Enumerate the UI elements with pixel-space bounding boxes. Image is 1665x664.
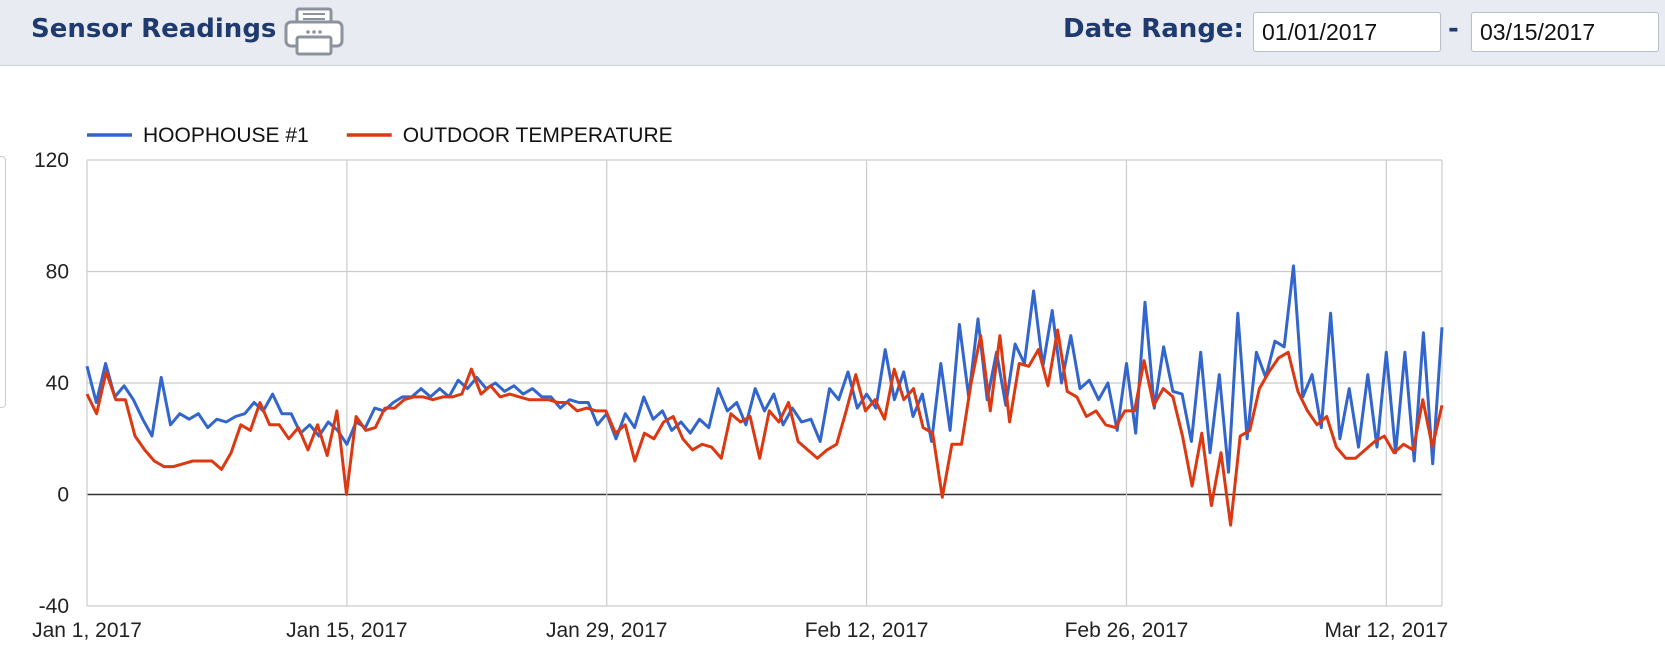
chart-legend: HOOPHOUSE #1 OUTDOOR TEMPERATURE xyxy=(87,124,673,147)
x-tick-label: Mar 12, 2017 xyxy=(1324,619,1448,642)
series-line-2 xyxy=(85,328,1444,527)
date-separator: - xyxy=(1448,14,1459,44)
grid-lines xyxy=(86,159,1443,607)
page-title: Sensor Readings xyxy=(31,14,277,44)
y-tick-label: 120 xyxy=(34,149,69,172)
date-to-input[interactable] xyxy=(1471,12,1659,52)
x-tick-label: Jan 29, 2017 xyxy=(546,619,667,642)
date-range-label: Date Range: xyxy=(1063,14,1244,44)
y-tick-label: -40 xyxy=(39,595,69,618)
legend-label: OUTDOOR TEMPERATURE xyxy=(403,124,673,147)
y-tick-label: 80 xyxy=(46,261,69,284)
printer-icon[interactable] xyxy=(283,6,345,58)
y-tick-label: 40 xyxy=(46,372,69,395)
sensor-line-chart: -40 0 40 80 120 Jan 1, 2017 Jan 15, 2017 Jan 29… xyxy=(32,124,1448,642)
legend-label: HOOPHOUSE #1 xyxy=(143,124,309,147)
x-tick-label: Feb 26, 2017 xyxy=(1065,619,1189,642)
top-bar: Sensor Readings Date Range: - xyxy=(0,0,1665,66)
x-tick-label: Feb 12, 2017 xyxy=(805,619,929,642)
x-tick-label: Jan 1, 2017 xyxy=(32,619,142,642)
series-lines xyxy=(85,264,1444,527)
side-panel-tab[interactable] xyxy=(0,156,6,408)
date-from-input[interactable] xyxy=(1253,12,1441,52)
axis-ticks: -40 0 40 80 120 Jan 1, 2017 Jan 15, 2017 Jan 29… xyxy=(32,149,1448,642)
x-tick-label: Jan 15, 2017 xyxy=(286,619,407,642)
series-line-1 xyxy=(85,264,1444,474)
y-tick-label: 0 xyxy=(57,484,69,507)
